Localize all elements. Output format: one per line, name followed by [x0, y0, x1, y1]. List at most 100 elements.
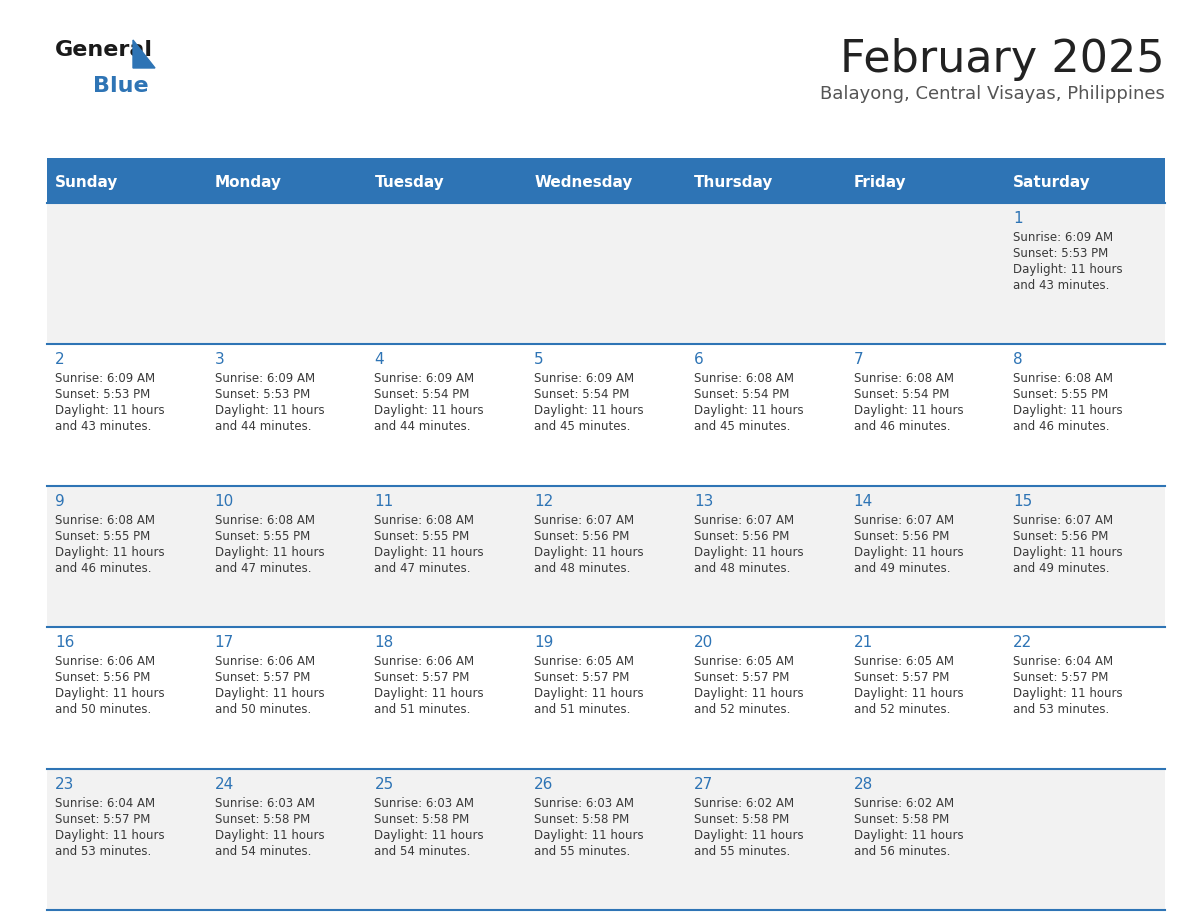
Text: Sunrise: 6:09 AM: Sunrise: 6:09 AM	[1013, 231, 1113, 244]
Text: Sunrise: 6:07 AM: Sunrise: 6:07 AM	[535, 514, 634, 527]
Text: and 51 minutes.: and 51 minutes.	[535, 703, 631, 716]
Bar	[48, 768, 1165, 910]
Text: Sunset: 5:55 PM: Sunset: 5:55 PM	[374, 530, 469, 543]
Text: Sunset: 5:58 PM: Sunset: 5:58 PM	[215, 812, 310, 825]
Text: Blue: Blue	[93, 76, 148, 96]
Text: Sunset: 5:57 PM: Sunset: 5:57 PM	[55, 812, 151, 825]
Text: Sunset: 5:58 PM: Sunset: 5:58 PM	[535, 812, 630, 825]
Text: 1: 1	[1013, 211, 1023, 226]
Text: and 56 minutes.: and 56 minutes.	[853, 845, 950, 857]
Text: 20: 20	[694, 635, 713, 650]
Text: Daylight: 11 hours: Daylight: 11 hours	[374, 405, 484, 418]
Text: Sunset: 5:56 PM: Sunset: 5:56 PM	[55, 671, 151, 684]
Text: Sunrise: 6:03 AM: Sunrise: 6:03 AM	[215, 797, 315, 810]
Text: and 46 minutes.: and 46 minutes.	[55, 562, 152, 575]
Text: Daylight: 11 hours: Daylight: 11 hours	[694, 829, 803, 842]
Text: Sunset: 5:58 PM: Sunset: 5:58 PM	[694, 812, 789, 825]
Text: Sunrise: 6:04 AM: Sunrise: 6:04 AM	[55, 797, 156, 810]
Text: and 44 minutes.: and 44 minutes.	[374, 420, 470, 433]
Text: Thursday: Thursday	[694, 175, 773, 191]
Text: 15: 15	[1013, 494, 1032, 509]
Text: Sunset: 5:53 PM: Sunset: 5:53 PM	[215, 388, 310, 401]
Text: Daylight: 11 hours: Daylight: 11 hours	[694, 688, 803, 700]
Text: Sunrise: 6:08 AM: Sunrise: 6:08 AM	[1013, 373, 1113, 386]
Text: Sunset: 5:56 PM: Sunset: 5:56 PM	[694, 530, 789, 543]
Text: Sunrise: 6:07 AM: Sunrise: 6:07 AM	[694, 514, 794, 527]
Text: Daylight: 11 hours: Daylight: 11 hours	[853, 405, 963, 418]
Text: Sunrise: 6:06 AM: Sunrise: 6:06 AM	[215, 655, 315, 668]
Text: Sunset: 5:56 PM: Sunset: 5:56 PM	[1013, 530, 1108, 543]
Text: and 48 minutes.: and 48 minutes.	[694, 562, 790, 575]
Text: 2: 2	[55, 353, 64, 367]
Text: Daylight: 11 hours: Daylight: 11 hours	[215, 546, 324, 559]
Text: Sunrise: 6:07 AM: Sunrise: 6:07 AM	[853, 514, 954, 527]
Text: Friday: Friday	[853, 175, 906, 191]
Text: and 43 minutes.: and 43 minutes.	[55, 420, 151, 433]
Text: 25: 25	[374, 777, 393, 791]
Text: Sunrise: 6:04 AM: Sunrise: 6:04 AM	[1013, 655, 1113, 668]
Text: Tuesday: Tuesday	[374, 175, 444, 191]
Text: Daylight: 11 hours: Daylight: 11 hours	[55, 405, 165, 418]
Text: Daylight: 11 hours: Daylight: 11 hours	[853, 546, 963, 559]
Text: 22: 22	[1013, 635, 1032, 650]
Text: and 45 minutes.: and 45 minutes.	[535, 420, 631, 433]
Text: 19: 19	[535, 635, 554, 650]
Text: Sunset: 5:57 PM: Sunset: 5:57 PM	[853, 671, 949, 684]
Text: 24: 24	[215, 777, 234, 791]
Text: and 51 minutes.: and 51 minutes.	[374, 703, 470, 716]
Text: Daylight: 11 hours: Daylight: 11 hours	[1013, 263, 1123, 276]
Bar	[48, 627, 1165, 768]
Text: and 53 minutes.: and 53 minutes.	[55, 845, 151, 857]
Text: and 47 minutes.: and 47 minutes.	[215, 562, 311, 575]
Text: Sunrise: 6:09 AM: Sunrise: 6:09 AM	[535, 373, 634, 386]
Text: 4: 4	[374, 353, 384, 367]
Text: Sunset: 5:55 PM: Sunset: 5:55 PM	[215, 530, 310, 543]
Text: Daylight: 11 hours: Daylight: 11 hours	[374, 546, 484, 559]
Text: Daylight: 11 hours: Daylight: 11 hours	[215, 688, 324, 700]
Text: 12: 12	[535, 494, 554, 509]
Text: 9: 9	[55, 494, 65, 509]
Text: 10: 10	[215, 494, 234, 509]
Bar	[48, 486, 1165, 627]
Text: Daylight: 11 hours: Daylight: 11 hours	[55, 546, 165, 559]
Text: Sunrise: 6:08 AM: Sunrise: 6:08 AM	[55, 514, 154, 527]
Text: Daylight: 11 hours: Daylight: 11 hours	[374, 688, 484, 700]
Text: and 48 minutes.: and 48 minutes.	[535, 562, 631, 575]
Text: Balayong, Central Visayas, Philippines: Balayong, Central Visayas, Philippines	[820, 85, 1165, 103]
Text: and 55 minutes.: and 55 minutes.	[535, 845, 631, 857]
Text: Daylight: 11 hours: Daylight: 11 hours	[215, 405, 324, 418]
Text: February 2025: February 2025	[840, 38, 1165, 81]
Text: Sunset: 5:57 PM: Sunset: 5:57 PM	[374, 671, 469, 684]
Bar	[48, 344, 1165, 486]
Text: Sunset: 5:54 PM: Sunset: 5:54 PM	[694, 388, 789, 401]
Text: 6: 6	[694, 353, 703, 367]
Text: and 43 minutes.: and 43 minutes.	[1013, 279, 1110, 292]
Text: 5: 5	[535, 353, 544, 367]
Text: Daylight: 11 hours: Daylight: 11 hours	[853, 688, 963, 700]
Text: Sunrise: 6:05 AM: Sunrise: 6:05 AM	[853, 655, 954, 668]
Text: Sunset: 5:54 PM: Sunset: 5:54 PM	[374, 388, 469, 401]
Text: Sunset: 5:57 PM: Sunset: 5:57 PM	[1013, 671, 1108, 684]
Text: Daylight: 11 hours: Daylight: 11 hours	[55, 688, 165, 700]
Text: 16: 16	[55, 635, 75, 650]
Text: Sunrise: 6:09 AM: Sunrise: 6:09 AM	[55, 373, 156, 386]
Text: and 54 minutes.: and 54 minutes.	[215, 845, 311, 857]
Text: Daylight: 11 hours: Daylight: 11 hours	[694, 546, 803, 559]
Text: Sunset: 5:54 PM: Sunset: 5:54 PM	[853, 388, 949, 401]
Text: Sunrise: 6:06 AM: Sunrise: 6:06 AM	[55, 655, 156, 668]
Text: Sunrise: 6:08 AM: Sunrise: 6:08 AM	[374, 514, 474, 527]
Text: and 47 minutes.: and 47 minutes.	[374, 562, 470, 575]
Text: and 54 minutes.: and 54 minutes.	[374, 845, 470, 857]
Text: Sunrise: 6:08 AM: Sunrise: 6:08 AM	[694, 373, 794, 386]
Text: and 49 minutes.: and 49 minutes.	[1013, 562, 1110, 575]
Text: Sunset: 5:55 PM: Sunset: 5:55 PM	[55, 530, 150, 543]
Text: Sunday: Sunday	[55, 175, 119, 191]
Text: Sunrise: 6:03 AM: Sunrise: 6:03 AM	[374, 797, 474, 810]
Text: Daylight: 11 hours: Daylight: 11 hours	[535, 405, 644, 418]
Text: 17: 17	[215, 635, 234, 650]
Text: Sunset: 5:54 PM: Sunset: 5:54 PM	[535, 388, 630, 401]
Text: and 45 minutes.: and 45 minutes.	[694, 420, 790, 433]
Text: Sunset: 5:57 PM: Sunset: 5:57 PM	[215, 671, 310, 684]
Text: Sunrise: 6:02 AM: Sunrise: 6:02 AM	[853, 797, 954, 810]
Text: Sunrise: 6:03 AM: Sunrise: 6:03 AM	[535, 797, 634, 810]
